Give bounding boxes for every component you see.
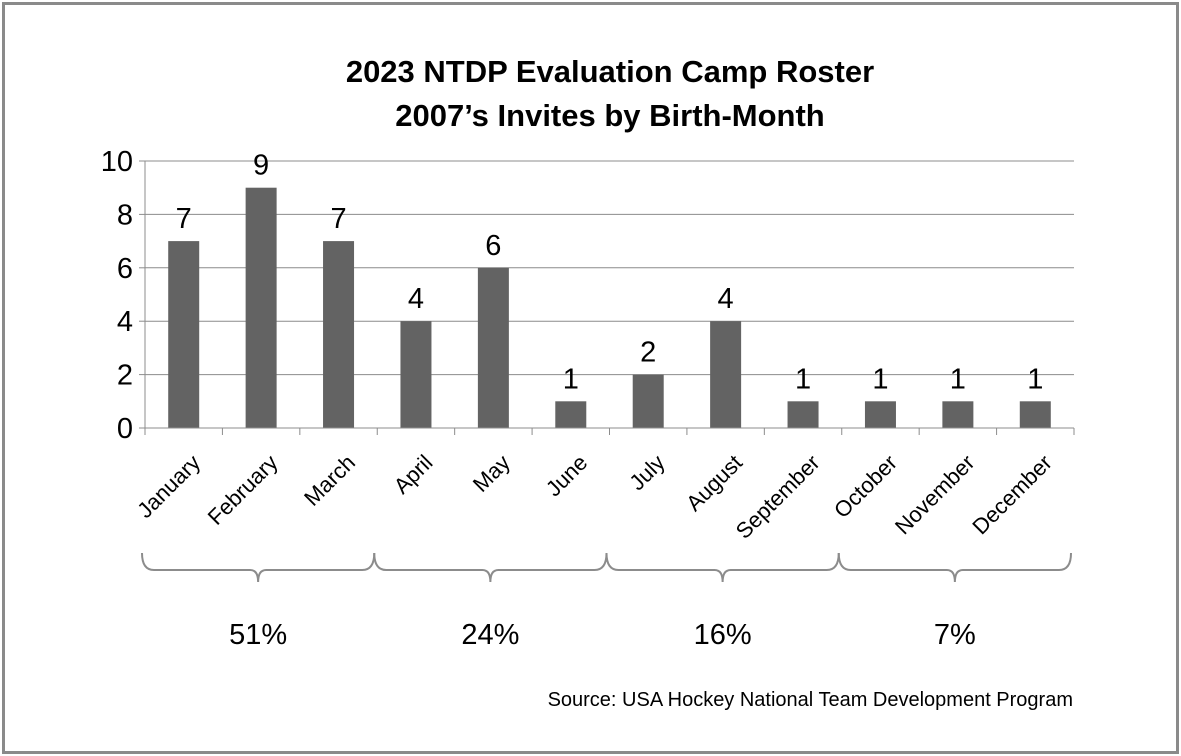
data-label: 4: [718, 283, 734, 315]
bar: [1019, 401, 1051, 428]
source-note: Source: USA Hockey National Team Develop…: [548, 689, 1073, 711]
group-brace: [373, 552, 608, 583]
category-label: December: [967, 450, 1056, 539]
bar: [168, 241, 200, 428]
bar: [632, 374, 664, 428]
chart-subtitle: 2007’s Invites by Birth-Month: [395, 98, 825, 133]
data-label: 7: [176, 203, 192, 235]
gridlines: [145, 160, 1074, 376]
y-tick-label: 2: [117, 360, 133, 392]
bar: [864, 401, 896, 428]
category-label: March: [299, 450, 360, 511]
group-braces: 51% 24% 16% 7%: [141, 552, 1072, 651]
y-tick-label: 10: [101, 146, 133, 178]
group-percentage: 16%: [694, 619, 752, 651]
category-label: August: [681, 450, 747, 516]
data-label: 1: [563, 363, 579, 395]
group-percentage: 51%: [229, 619, 287, 651]
data-label: 7: [330, 203, 346, 235]
bars: [168, 187, 1051, 428]
group-percentage: 24%: [461, 619, 519, 651]
y-tick-label: 0: [117, 413, 133, 445]
group-brace: [141, 552, 376, 583]
category-label: November: [890, 450, 979, 539]
data-label: 1: [950, 363, 966, 395]
data-labels: 7 9 7 4 6 1 2 4 1 1 1 1: [176, 150, 1044, 396]
group-brace: [605, 552, 840, 583]
bar: [942, 401, 974, 428]
category-label: May: [468, 450, 515, 497]
group-brace: [837, 552, 1072, 583]
data-label: 1: [1027, 363, 1043, 395]
category-label: February: [203, 450, 283, 530]
bar: [710, 321, 742, 428]
category-label: July: [624, 450, 669, 495]
data-label: 9: [253, 150, 269, 182]
bar: [555, 401, 587, 428]
category-label: January: [132, 450, 205, 523]
data-label: 1: [795, 363, 811, 395]
category-label: June: [541, 450, 592, 501]
category-label: October: [829, 450, 902, 523]
category-label: September: [731, 450, 825, 544]
y-axis-ticks: 0 2 4 6 8 10: [101, 146, 145, 445]
category-label: April: [389, 450, 438, 499]
y-tick-label: 4: [117, 306, 133, 338]
bar: [787, 401, 819, 428]
y-tick-label: 8: [117, 199, 133, 231]
chart-title: 2023 NTDP Evaluation Camp Roster: [346, 54, 874, 89]
data-label: 6: [485, 230, 501, 262]
data-label: 2: [640, 337, 656, 369]
y-tick-label: 6: [117, 253, 133, 285]
bar: [245, 187, 277, 428]
bar: [477, 267, 509, 428]
x-axis: [144, 161, 1075, 435]
group-percentage: 7%: [934, 619, 976, 651]
data-label: 4: [408, 283, 424, 315]
bar: [323, 241, 355, 428]
bar: [400, 321, 432, 428]
data-label: 1: [872, 363, 888, 395]
